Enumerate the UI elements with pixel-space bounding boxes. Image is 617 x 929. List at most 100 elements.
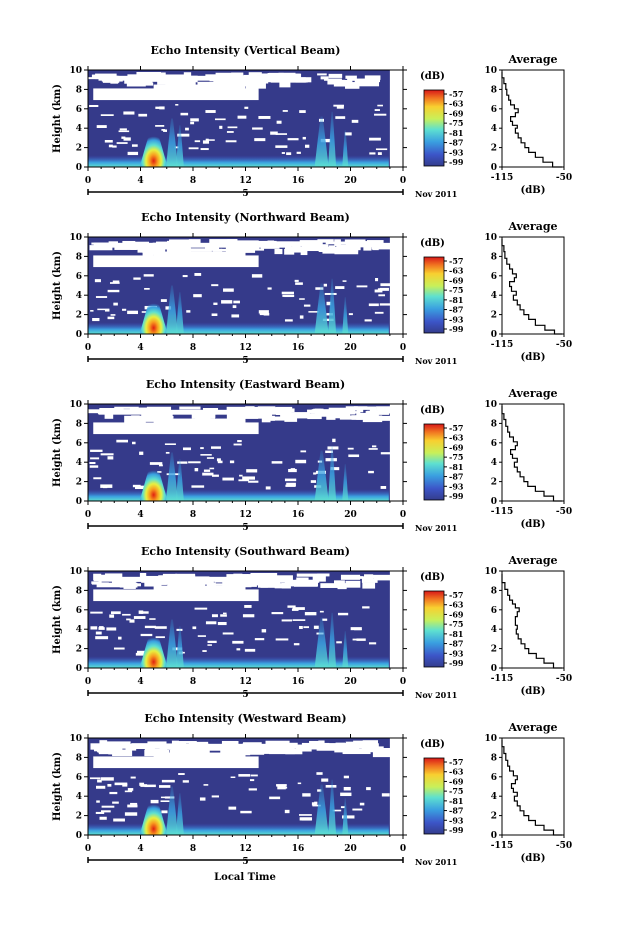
x-tick-label: 0: [400, 677, 406, 687]
echo-streak: [175, 459, 184, 501]
profile-y-tick-label: 0: [491, 831, 497, 841]
x-tick-label: 0: [400, 844, 406, 854]
colorbar: [423, 256, 445, 334]
colorbar-unit: (dB): [420, 71, 445, 82]
profile-y-tick-label: 10: [484, 567, 497, 577]
colorbar-unit: (dB): [420, 572, 445, 583]
strong-echo-plume: [139, 794, 168, 835]
colorbar-tick-label: -75: [449, 285, 463, 295]
profile-y-tick-label: 8: [491, 419, 497, 429]
profile-y-tick-label: 2: [491, 144, 497, 154]
profile-line: [501, 573, 563, 669]
x-tick-label: 12: [239, 343, 252, 353]
panel-5: Echo Intensity (Westward Beam) 0 2 4 6 8 10 Hei…: [52, 712, 572, 867]
profile-y-tick-label: 8: [491, 753, 497, 763]
profile-y-tick-label: 6: [491, 773, 497, 783]
colorbar-tick-label: -63: [449, 433, 464, 443]
date-label: Nov 2011: [415, 189, 457, 199]
colorbar-tick-label: -57: [449, 256, 463, 266]
colorbar-tick-label: -81: [449, 295, 463, 305]
y-tick-label: 4: [76, 625, 82, 635]
colorbar-unit: (dB): [420, 238, 445, 249]
profile-x-tick-label: -115: [491, 507, 514, 517]
colorbar-tick-label: -69: [449, 609, 464, 619]
heatmap-field: [88, 70, 403, 167]
colorbar-unit: (dB): [420, 405, 445, 416]
y-axis-label: Height (km): [52, 251, 63, 320]
x-axis-label: Local Time: [214, 872, 276, 883]
x-tick-label: 12: [239, 844, 252, 854]
heatmap-field: [88, 404, 403, 501]
colorbar-tick-label: -63: [449, 99, 464, 109]
colorbar-tick-label: -75: [449, 619, 463, 629]
x-tick-label: 0: [85, 176, 91, 186]
profile-x-tick-label: -115: [491, 674, 514, 684]
y-tick-label: 8: [76, 252, 82, 262]
panel-title: Echo Intensity (Northward Beam): [141, 211, 350, 224]
y-tick-label: 6: [76, 272, 82, 282]
profile-y-tick-label: 4: [491, 124, 497, 134]
profile-y-tick-label: 4: [491, 458, 497, 468]
y-tick-label: 0: [76, 831, 82, 841]
echo-streak: [166, 619, 178, 668]
y-tick-label: 10: [69, 66, 82, 76]
colorbar-tick-label: -87: [449, 806, 463, 816]
profile-frame: [501, 69, 565, 168]
profile-x-tick-label: -50: [556, 841, 572, 851]
x-tick-label: 20: [344, 844, 357, 854]
colorbar-tick-label: -99: [449, 658, 464, 668]
strong-echo-plume: [139, 460, 168, 501]
profile-y-tick-label: 2: [491, 311, 497, 321]
colorbar-tick-label: -63: [449, 600, 464, 610]
echo-streak: [328, 779, 337, 835]
profile-frame: [501, 570, 565, 669]
day-marker: 5: [242, 690, 248, 700]
profile-y-tick-label: 8: [491, 586, 497, 596]
day-marker: 5: [242, 857, 248, 867]
strong-echo-plume: [139, 627, 168, 668]
echo-streak: [314, 617, 329, 668]
heatmap-field: [88, 571, 403, 668]
colorbar-tick-label: -75: [449, 118, 463, 128]
colorbar: [423, 89, 445, 167]
x-tick-label: 20: [344, 176, 357, 186]
colorbar-tick-label: -99: [449, 324, 464, 334]
colorbar-tick-label: -69: [449, 442, 464, 452]
colorbar-tick-label: -81: [449, 796, 463, 806]
panel-title: Echo Intensity (Eastward Beam): [146, 378, 345, 391]
y-tick-label: 6: [76, 606, 82, 616]
x-tick-label: 8: [190, 510, 196, 520]
heatmap-field: [88, 738, 403, 835]
y-tick-label: 4: [76, 124, 82, 134]
profile-title: Average: [507, 554, 557, 567]
y-tick-label: 10: [69, 400, 82, 410]
day-marker: 5: [242, 356, 248, 366]
profile-x-label: (dB): [521, 519, 546, 530]
colorbar-tick-label: -93: [449, 314, 464, 324]
y-axis-label: Height (km): [52, 585, 63, 654]
colorbar-tick-label: -57: [449, 757, 463, 767]
echo-streak: [314, 283, 329, 334]
profile-frame: [501, 737, 565, 836]
date-label: Nov 2011: [415, 857, 457, 867]
profile-y-tick-label: 8: [491, 252, 497, 262]
y-tick-label: 6: [76, 773, 82, 783]
profile-title: Average: [507, 53, 557, 66]
profile-line: [501, 71, 563, 168]
date-label: Nov 2011: [415, 690, 457, 700]
x-tick-label: 4: [137, 844, 143, 854]
echo-streak: [166, 452, 178, 501]
colorbar-tick-label: -69: [449, 275, 464, 285]
profile-y-tick-label: 6: [491, 439, 497, 449]
ground-echo-band: [88, 823, 389, 835]
echo-streak: [175, 292, 184, 334]
no-data-region: [89, 738, 403, 835]
profile-x-tick-label: -50: [556, 674, 572, 684]
colorbar-tick-label: -75: [449, 786, 463, 796]
x-tick-label: 12: [239, 677, 252, 687]
y-tick-label: 4: [76, 792, 82, 802]
profile-y-tick-label: 2: [491, 645, 497, 655]
profile-y-tick-label: 10: [484, 734, 497, 744]
x-tick-label: 8: [190, 844, 196, 854]
x-tick-label: 0: [85, 844, 91, 854]
